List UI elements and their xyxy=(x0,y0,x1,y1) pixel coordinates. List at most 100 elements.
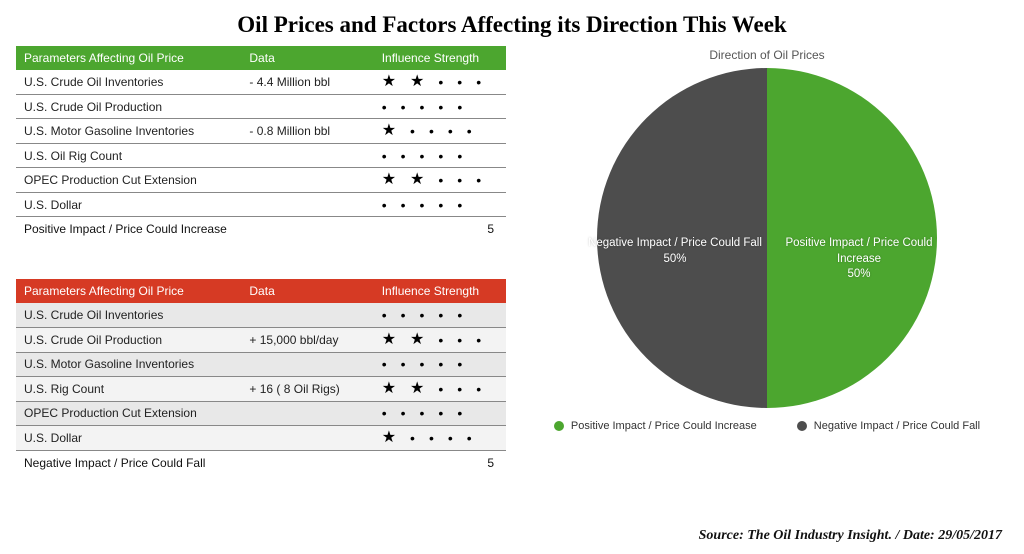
cell-data xyxy=(241,168,373,193)
positive-impact-table: Parameters Affecting Oil Price Data Infl… xyxy=(16,46,506,241)
table-row: U.S. Oil Rig Count••••• xyxy=(16,144,506,168)
cell-data: + 15,000 bbl/day xyxy=(241,327,373,352)
dot-icon: • xyxy=(448,431,453,445)
star-icon: ★ xyxy=(410,332,424,348)
page-title: Oil Prices and Factors Affecting its Dir… xyxy=(0,0,1024,46)
dot-icon: • xyxy=(438,100,443,114)
dot-icon: • xyxy=(438,75,443,89)
cell-data xyxy=(241,401,373,425)
dot-icon: • xyxy=(382,406,387,420)
dot-icon: • xyxy=(457,308,462,322)
dot-icon: • xyxy=(467,431,472,445)
dot-icon: • xyxy=(382,100,387,114)
dot-icon: • xyxy=(476,382,481,396)
star-icon: ★ xyxy=(382,172,396,188)
negative-impact-table: Parameters Affecting Oil Price Data Infl… xyxy=(16,279,506,475)
dot-icon: • xyxy=(382,308,387,322)
dot-icon: • xyxy=(382,357,387,371)
dot-icon: • xyxy=(438,173,443,187)
col-header-data: Data xyxy=(241,46,373,70)
dot-icon: • xyxy=(457,149,462,163)
dot-icon: • xyxy=(457,173,462,187)
negative-footer-total: 5 xyxy=(374,450,506,475)
cell-data xyxy=(241,352,373,376)
cell-influence: ★•••• xyxy=(374,119,506,144)
cell-param: U.S. Crude Oil Production xyxy=(16,327,241,352)
cell-data: + 16 ( 8 Oil Rigs) xyxy=(241,376,373,401)
negative-footer-label: Negative Impact / Price Could Fall xyxy=(16,450,374,475)
col-header-influence: Influence Strength xyxy=(374,46,506,70)
cell-param: U.S. Crude Oil Inventories xyxy=(16,303,241,327)
dot-icon: • xyxy=(420,198,425,212)
dot-icon: • xyxy=(476,173,481,187)
dot-icon: • xyxy=(410,431,415,445)
cell-influence: ★★••• xyxy=(374,327,506,352)
dot-icon: • xyxy=(410,124,415,138)
cell-param: U.S. Motor Gasoline Inventories xyxy=(16,119,241,144)
table-row: U.S. Dollar★•••• xyxy=(16,425,506,450)
dot-icon: • xyxy=(420,357,425,371)
dot-icon: • xyxy=(382,198,387,212)
tables-column: Parameters Affecting Oil Price Data Infl… xyxy=(16,46,526,485)
legend-swatch-negative xyxy=(797,421,807,431)
star-icon: ★ xyxy=(382,74,396,90)
star-icon: ★ xyxy=(410,172,424,188)
legend-label-positive: Positive Impact / Price Could Increase xyxy=(571,420,757,432)
star-icon: ★ xyxy=(410,74,424,90)
table-row: OPEC Production Cut Extension • • • • • xyxy=(16,401,506,425)
cell-param: U.S. Crude Oil Production xyxy=(16,95,241,119)
dot-icon: • xyxy=(401,198,406,212)
dot-icon: • xyxy=(382,149,387,163)
star-icon: ★ xyxy=(382,332,396,348)
star-icon: ★ xyxy=(382,123,396,139)
table-row: U.S. Crude Oil Production+ 15,000 bbl/da… xyxy=(16,327,506,352)
cell-param: U.S. Motor Gasoline Inventories xyxy=(16,352,241,376)
dot-icon: • xyxy=(420,149,425,163)
dot-icon: • xyxy=(401,100,406,114)
dot-icon: • xyxy=(429,124,434,138)
legend-item-positive: Positive Impact / Price Could Increase xyxy=(554,420,757,432)
dot-icon: • xyxy=(457,333,462,347)
cell-param: U.S. Dollar xyxy=(16,425,241,450)
dot-icon: • xyxy=(467,124,472,138)
dot-icon: • xyxy=(438,406,443,420)
cell-param: U.S. Rig Count xyxy=(16,376,241,401)
table-row: U.S. Dollar••••• xyxy=(16,193,506,217)
cell-param: U.S. Crude Oil Inventories xyxy=(16,70,241,95)
pie-label-positive: Positive Impact / Price Could Increase 5… xyxy=(769,236,949,283)
cell-param: OPEC Production Cut Extension xyxy=(16,401,241,425)
dot-icon: • xyxy=(401,308,406,322)
positive-footer-label: Positive Impact / Price Could Increase xyxy=(16,217,374,242)
legend-item-negative: Negative Impact / Price Could Fall xyxy=(797,420,980,432)
dot-icon: • xyxy=(420,308,425,322)
cell-influence: ••••• xyxy=(374,144,506,168)
dot-icon: • xyxy=(401,149,406,163)
cell-data: - 0.8 Million bbl xyxy=(241,119,373,144)
star-icon: ★ xyxy=(382,381,396,397)
cell-influence: ★•••• xyxy=(374,425,506,450)
cell-influence: ★ ★ • • • xyxy=(374,168,506,193)
col-header-param: Parameters Affecting Oil Price xyxy=(16,46,241,70)
cell-data xyxy=(241,95,373,119)
col-header-influence: Influence Strength xyxy=(374,279,506,303)
source-line: Source: The Oil Industry Insight. / Date… xyxy=(699,528,1002,544)
table-row: U.S. Crude Oil Inventories••••• xyxy=(16,303,506,327)
dot-icon: • xyxy=(476,333,481,347)
cell-influence: ••••• xyxy=(374,352,506,376)
main-layout: Parameters Affecting Oil Price Data Infl… xyxy=(0,46,1024,485)
cell-param: U.S. Oil Rig Count xyxy=(16,144,241,168)
table-row: OPEC Production Cut Extension★★••• xyxy=(16,168,506,193)
col-header-param: Parameters Affecting Oil Price xyxy=(16,279,241,303)
cell-influence: ★★••• xyxy=(374,376,506,401)
col-header-data: Data xyxy=(241,279,373,303)
dot-icon: • xyxy=(457,406,462,420)
cell-data xyxy=(241,193,373,217)
dot-icon: • xyxy=(420,100,425,114)
dot-icon: • xyxy=(401,406,406,420)
dot-icon: • xyxy=(420,406,425,420)
cell-influence: ••••• xyxy=(374,303,506,327)
dot-icon: • xyxy=(457,75,462,89)
pie-legend: Positive Impact / Price Could Increase N… xyxy=(526,420,1008,432)
legend-swatch-positive xyxy=(554,421,564,431)
table-row: U.S. Rig Count+ 16 ( 8 Oil Rigs)★★••• xyxy=(16,376,506,401)
